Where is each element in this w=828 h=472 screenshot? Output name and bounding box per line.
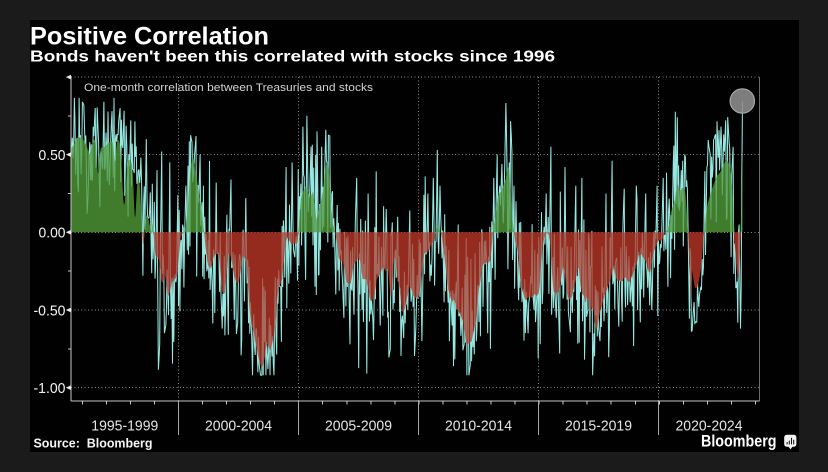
svg-text:Bloomberg: Bloomberg bbox=[701, 433, 777, 451]
svg-text:0.50: 0.50 bbox=[39, 147, 66, 164]
svg-text:2010-2014: 2010-2014 bbox=[445, 417, 512, 434]
svg-text:One-month correlation between: One-month correlation between Treasuries… bbox=[84, 82, 374, 94]
svg-text:2000-2004: 2000-2004 bbox=[205, 417, 272, 434]
svg-text:Source: Bloomberg: Source: Bloomberg bbox=[34, 436, 153, 451]
svg-text:-0.50: -0.50 bbox=[34, 302, 66, 319]
svg-text:2005-2009: 2005-2009 bbox=[325, 417, 392, 434]
svg-text:Bonds haven't been this correl: Bonds haven't been this correlated with … bbox=[30, 49, 555, 66]
svg-text:-1.00: -1.00 bbox=[34, 380, 66, 397]
svg-text:2015-2019: 2015-2019 bbox=[565, 417, 632, 434]
svg-text:Positive Correlation: Positive Correlation bbox=[30, 22, 269, 50]
svg-text:0.00: 0.00 bbox=[39, 225, 66, 242]
svg-text:2020-2024: 2020-2024 bbox=[676, 417, 743, 434]
svg-text:1995-1999: 1995-1999 bbox=[91, 417, 158, 434]
